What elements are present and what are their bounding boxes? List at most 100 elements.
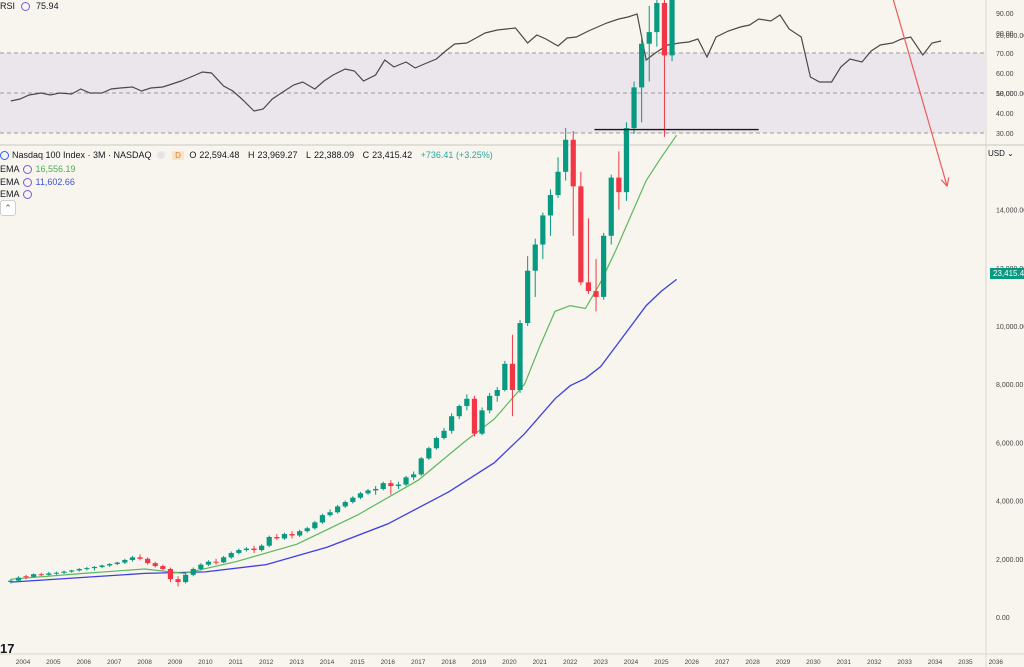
candle-body xyxy=(578,186,584,283)
candle xyxy=(312,520,318,530)
price-tick-label: 20,000.00 xyxy=(996,33,1024,40)
candle xyxy=(487,392,493,414)
price-tick-label: 2,000.00 xyxy=(996,557,1023,564)
candle-body xyxy=(593,291,599,297)
candle-body xyxy=(601,235,607,297)
symbol-title[interactable]: Nasdaq 100 Index · 3M · NASDAQ xyxy=(12,150,152,160)
candle-body xyxy=(373,488,379,491)
candle-body xyxy=(160,566,166,569)
candle-body xyxy=(99,565,105,567)
candle xyxy=(243,547,250,552)
candle-body xyxy=(312,522,318,529)
candle-body xyxy=(183,574,189,583)
candle xyxy=(327,509,333,517)
candle xyxy=(23,574,29,580)
time-tick-label: 2022 xyxy=(563,659,578,666)
candle xyxy=(190,567,196,577)
candle xyxy=(654,0,660,47)
candle-body xyxy=(631,87,637,129)
candle xyxy=(114,561,120,566)
ema-legend-2: EMA 11,602.66 xyxy=(0,177,75,187)
candle xyxy=(160,564,166,571)
candle xyxy=(479,407,485,436)
candle xyxy=(517,320,523,393)
time-tick-label: 2024 xyxy=(624,659,639,666)
price-tick-label: 10,000.00 xyxy=(996,324,1024,331)
candle xyxy=(167,567,174,583)
candle xyxy=(53,571,60,575)
time-tick-label: 2021 xyxy=(533,659,548,666)
candle xyxy=(205,560,212,567)
time-tick-label: 2020 xyxy=(502,659,517,666)
candle xyxy=(563,128,569,181)
candle xyxy=(251,545,257,553)
candle-body xyxy=(388,483,394,487)
candle xyxy=(183,573,189,584)
candle xyxy=(449,413,455,434)
settings-icon[interactable] xyxy=(20,2,30,11)
settings-icon[interactable] xyxy=(22,165,32,174)
candle xyxy=(137,554,143,561)
candle-body xyxy=(61,571,67,573)
time-tick-label: 2030 xyxy=(806,659,821,666)
candle xyxy=(555,157,561,198)
rsi-tick-label: 70.00 xyxy=(996,51,1014,58)
candle-body xyxy=(411,474,417,478)
candle xyxy=(426,446,432,460)
candle-body xyxy=(540,215,546,245)
currency-selector[interactable]: USD ⌄ xyxy=(988,149,1024,162)
candle xyxy=(8,579,14,584)
candle-body xyxy=(145,558,151,564)
last-price-badge: 23,415.42 xyxy=(990,268,1024,279)
candle xyxy=(525,256,531,326)
candle xyxy=(129,555,136,562)
candle xyxy=(669,0,675,62)
candle-body xyxy=(213,561,219,563)
chevron-down-icon: ⌄ xyxy=(1007,149,1014,158)
time-tick-label: 2012 xyxy=(259,659,274,666)
price-tick-label: 0.00 xyxy=(996,615,1010,622)
candle-body xyxy=(289,534,295,536)
delayed-badge[interactable]: D xyxy=(172,151,184,160)
ema-legend-3: EMA xyxy=(0,189,36,199)
candle-body xyxy=(669,0,675,56)
candle xyxy=(46,571,52,576)
tradingview-logo[interactable]: 17 xyxy=(0,641,15,656)
time-tick-label: 2011 xyxy=(229,659,243,666)
time-tick-label: 2004 xyxy=(16,659,31,666)
settings-icon[interactable] xyxy=(22,178,32,187)
time-tick-label: 2005 xyxy=(46,659,61,666)
candle xyxy=(380,481,386,491)
candle xyxy=(547,189,554,236)
candle xyxy=(107,563,113,567)
candle xyxy=(411,471,417,481)
rsi-value: 75.94 xyxy=(36,1,59,11)
candle-body xyxy=(205,561,212,565)
ohlc-open: 22,594.48 xyxy=(199,150,240,160)
rsi-tick-label: 80.00 xyxy=(996,31,1014,38)
candle-body xyxy=(53,572,60,574)
candle xyxy=(388,480,394,495)
ema-label: EMA xyxy=(0,177,20,187)
candle-body xyxy=(623,128,630,193)
ema-label: EMA xyxy=(0,164,20,174)
collapse-legend-button[interactable]: ⌃ xyxy=(0,200,16,216)
candle-body xyxy=(15,577,22,581)
candle xyxy=(152,561,158,568)
candle-body xyxy=(654,2,660,33)
candle-body xyxy=(555,171,561,196)
time-tick-label: 2033 xyxy=(897,659,912,666)
time-tick-label: 2029 xyxy=(776,659,791,666)
candle xyxy=(631,81,637,134)
time-tick-label: 2010 xyxy=(198,659,213,666)
candle-body xyxy=(221,557,227,563)
candle xyxy=(15,576,22,583)
candle-body xyxy=(69,570,75,572)
candle-body xyxy=(441,430,447,439)
time-tick-label: 2025 xyxy=(654,659,669,666)
candle xyxy=(175,576,181,587)
time-tick-label: 2014 xyxy=(320,659,335,666)
settings-icon[interactable] xyxy=(22,190,32,199)
candle-body xyxy=(84,568,90,570)
